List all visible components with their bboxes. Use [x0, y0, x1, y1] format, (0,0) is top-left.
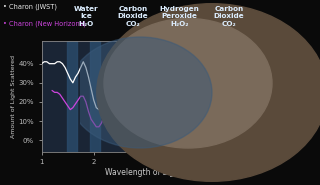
Circle shape [68, 37, 212, 148]
Text: • Charon (New Horizons): • Charon (New Horizons) [3, 20, 86, 27]
Text: • Charon (JWST): • Charon (JWST) [3, 4, 57, 10]
Circle shape [104, 18, 272, 148]
Bar [126, 41, 140, 152]
Y-axis label: Amount of Light Scattered: Amount of Light Scattered [11, 55, 16, 138]
X-axis label: Wavelength of Light (μm): Wavelength of Light (μm) [105, 168, 203, 177]
Text: Water
Ice
H₂O: Water Ice H₂O [74, 6, 98, 27]
Bar [171, 41, 188, 152]
Bar [67, 41, 77, 152]
Text: Carbon
Dioxide
CO₂: Carbon Dioxide CO₂ [214, 6, 244, 27]
Text: Hydrogen
Peroxide
H₂O₂: Hydrogen Peroxide H₂O₂ [160, 6, 200, 27]
Bar [90, 41, 100, 152]
Circle shape [97, 4, 320, 181]
Text: Carbon
Dioxide
CO₂: Carbon Dioxide CO₂ [117, 6, 148, 27]
